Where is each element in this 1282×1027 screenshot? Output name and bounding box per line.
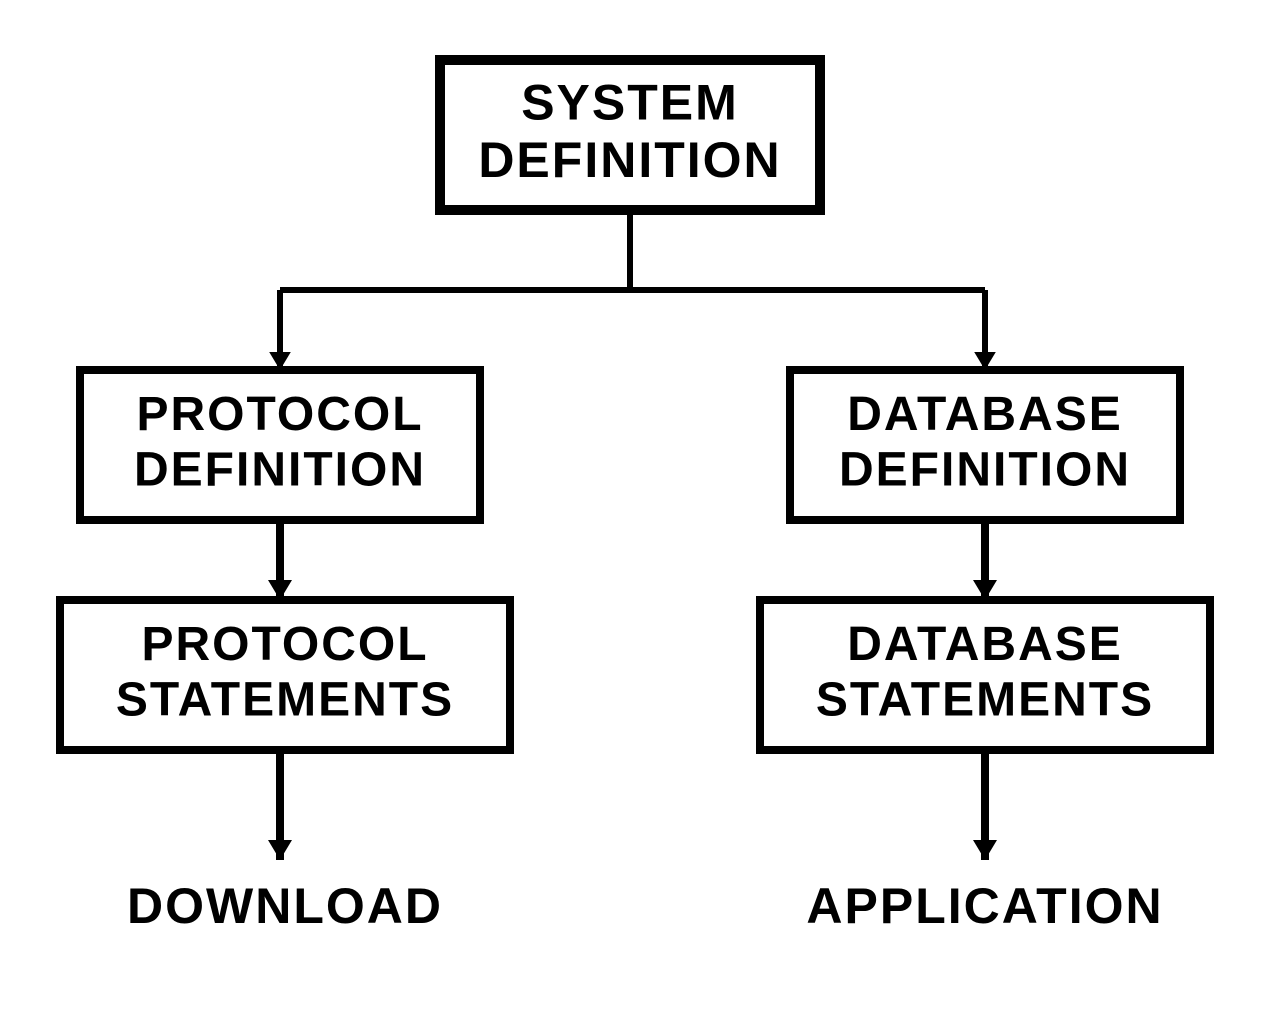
node-protoDef-label-0: PROTOCOL xyxy=(136,388,423,441)
node-sys: SYSTEMDEFINITION xyxy=(440,60,820,210)
edge-dbDef-dbStmt xyxy=(973,520,997,600)
node-application: APPLICATION xyxy=(806,878,1163,934)
node-dbStmt: DATABASESTATEMENTS xyxy=(760,600,1210,750)
node-dbStmt-label-0: DATABASE xyxy=(847,618,1123,671)
node-application-label-0: APPLICATION xyxy=(806,878,1163,934)
node-dbDef: DATABASEDEFINITION xyxy=(790,370,1180,520)
node-sys-label-1: DEFINITION xyxy=(478,132,781,188)
edge-protoDef-protoStmt xyxy=(268,520,292,600)
edge-protoStmt-download xyxy=(268,750,292,860)
node-protoStmt-label-1: STATEMENTS xyxy=(116,673,454,726)
node-sys-label-0: SYSTEM xyxy=(521,74,739,130)
node-protoDef-label-1: DEFINITION xyxy=(134,443,426,496)
node-protoStmt: PROTOCOLSTATEMENTS xyxy=(60,600,510,750)
node-download: DOWNLOAD xyxy=(127,878,443,934)
edge-bar-left xyxy=(269,290,291,370)
node-dbStmt-label-1: STATEMENTS xyxy=(816,673,1154,726)
node-download-label-0: DOWNLOAD xyxy=(127,878,443,934)
edge-bar-right xyxy=(974,290,996,370)
node-dbDef-label-1: DEFINITION xyxy=(839,443,1131,496)
node-dbDef-label-0: DATABASE xyxy=(847,388,1123,441)
edge-dbStmt-application xyxy=(973,750,997,860)
node-protoStmt-label-0: PROTOCOL xyxy=(141,618,428,671)
flowchart-canvas: SYSTEMDEFINITIONPROTOCOLDEFINITIONDATABA… xyxy=(0,0,1282,1027)
node-protoDef: PROTOCOLDEFINITION xyxy=(80,370,480,520)
